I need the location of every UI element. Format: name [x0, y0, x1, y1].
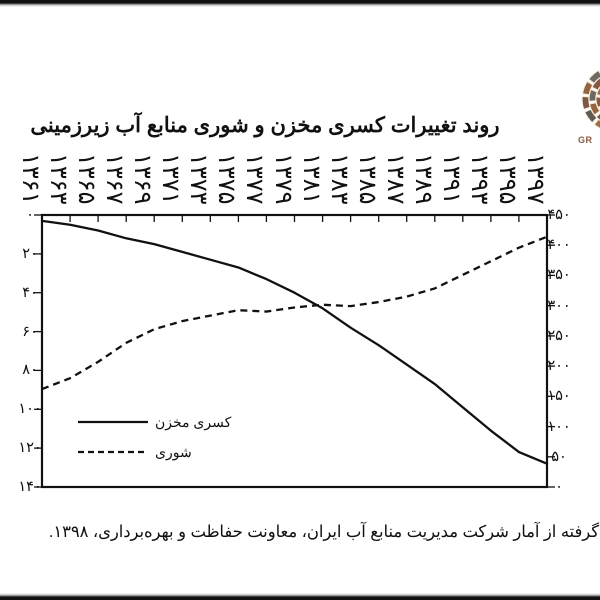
svg-text:۲۰: ۲۰	[22, 246, 38, 262]
svg-text:۱۲۰: ۱۲۰	[18, 440, 41, 456]
svg-text:۱۰۰: ۱۰۰	[547, 419, 570, 435]
svg-text:۳۰۰: ۳۰۰	[547, 298, 570, 314]
svg-text:۰: ۰	[26, 207, 34, 223]
svg-text:۲۵۰: ۲۵۰	[547, 328, 570, 344]
svg-text:کسری مخزن: کسری مخزن	[155, 414, 232, 431]
svg-text:۱۰۰: ۱۰۰	[18, 401, 41, 417]
svg-text:۴۰۰: ۴۰۰	[547, 237, 570, 253]
svg-text:۳۵۰: ۳۵۰	[547, 267, 570, 283]
svg-text:۴۵۰: ۴۵۰	[547, 207, 570, 223]
svg-text:۱۵۰: ۱۵۰	[547, 388, 570, 404]
svg-text:GR: GR	[578, 135, 593, 145]
svg-text:۵۰: ۵۰	[551, 449, 567, 465]
svg-text:۸۰: ۸۰	[22, 362, 38, 378]
svg-text:۴۰: ۴۰	[22, 285, 38, 301]
svg-text:شوری: شوری	[155, 444, 192, 461]
svg-text:۲۰۰: ۲۰۰	[547, 358, 570, 374]
svg-text:۶۰: ۶۰	[22, 324, 38, 340]
svg-text:۱۴۰: ۱۴۰	[18, 479, 41, 495]
svg-text:۰: ۰	[555, 479, 563, 495]
